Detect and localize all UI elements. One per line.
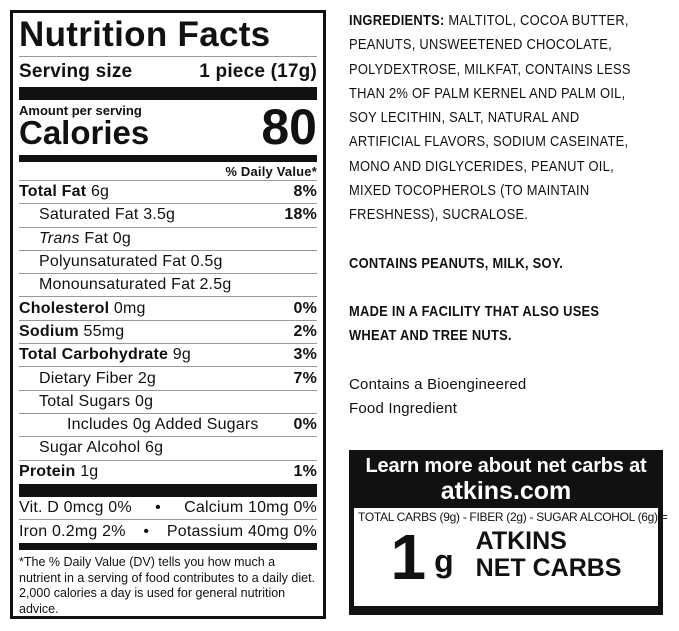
net-carbs-label: ATKINS NET CARBS	[475, 527, 622, 582]
serving-size-row: Serving size 1 piece (17g)	[19, 57, 317, 87]
nutrient-row: Protein 1g 1%	[19, 463, 317, 481]
nutrient-row: Total Sugars 0g	[19, 391, 317, 414]
learn-more-text: Learn more about net carbs at	[365, 455, 647, 477]
allergen-statement: CONTAINS PEANUTS, MILK, SOY.	[349, 255, 564, 272]
calories-row: Calories 80	[19, 102, 317, 152]
nutrition-facts-label: Nutrition Facts Serving size 1 piece (17…	[10, 10, 326, 619]
divider-thick	[19, 87, 317, 100]
net-carbs-unit: g	[434, 543, 454, 579]
website-text: atkins.com	[440, 477, 572, 505]
footnote: *The % Daily Value (DV) tells you how mu…	[19, 555, 316, 616]
micronutrient-row: Vit. D 0mcg 0% • Calcium 10mg 0%	[19, 497, 317, 521]
nutrient-row: Sugar Alcohol 6g	[19, 437, 317, 461]
net-carbs-box: Learn more about net carbs at atkins.com…	[349, 450, 668, 615]
label-title: Nutrition Facts	[19, 13, 317, 57]
facility-statement: MADE IN A FACILITY THAT ALSO USES WHEAT A…	[349, 303, 600, 344]
nutrient-row: Total Carbohydrate 9g 3%	[19, 344, 317, 368]
divider-thick	[19, 483, 317, 497]
bioengineered-statement: Contains a Bioengineered Food Ingredient	[349, 376, 527, 417]
divider-medium	[19, 155, 317, 162]
divider-medium	[19, 543, 317, 551]
calories-value: 80	[261, 99, 317, 155]
micronutrient-row: Iron 0.2mg 2% • Potassium 40mg 0%	[19, 522, 317, 540]
nutrient-row: Polyunsaturated Fat 0.5g	[19, 251, 317, 275]
nutrient-row: Saturated Fat 3.5g 18%	[19, 204, 317, 228]
net-carbs-calculation: TOTAL CARBS (9g) - FIBER (2g) - SUGAR AL…	[354, 508, 668, 606]
nutrient-row: Trans Fat 0g	[19, 228, 317, 251]
nutrient-row: Sodium 55mg 2%	[19, 321, 317, 345]
ingredients-text: INGREDIENTS: MALTITOL, COCOA BUTTER, PEA…	[349, 12, 631, 224]
amount-per-serving: Amount per serving	[19, 103, 142, 118]
nutrient-row: Cholesterol 0mg 0%	[19, 297, 317, 321]
nutrient-row: Total Fat 6g 8%	[19, 181, 317, 205]
nutrient-row: Dietary Fiber 2g 7%	[19, 367, 317, 391]
calories-label: Calories	[19, 114, 150, 151]
daily-value-header: % Daily Value*	[19, 162, 317, 181]
serving-label: Serving size	[19, 61, 133, 82]
net-carbs-equation: TOTAL CARBS (9g) - FIBER (2g) - SUGAR AL…	[358, 510, 668, 524]
serving-value: 1 piece (17g)	[199, 61, 317, 82]
nutrient-row: Includes 0g Added Sugars 0%	[19, 414, 317, 438]
net-carbs-value: 1	[390, 521, 427, 593]
nutrient-row: Monounsaturated Fat 2.5g	[19, 274, 317, 298]
